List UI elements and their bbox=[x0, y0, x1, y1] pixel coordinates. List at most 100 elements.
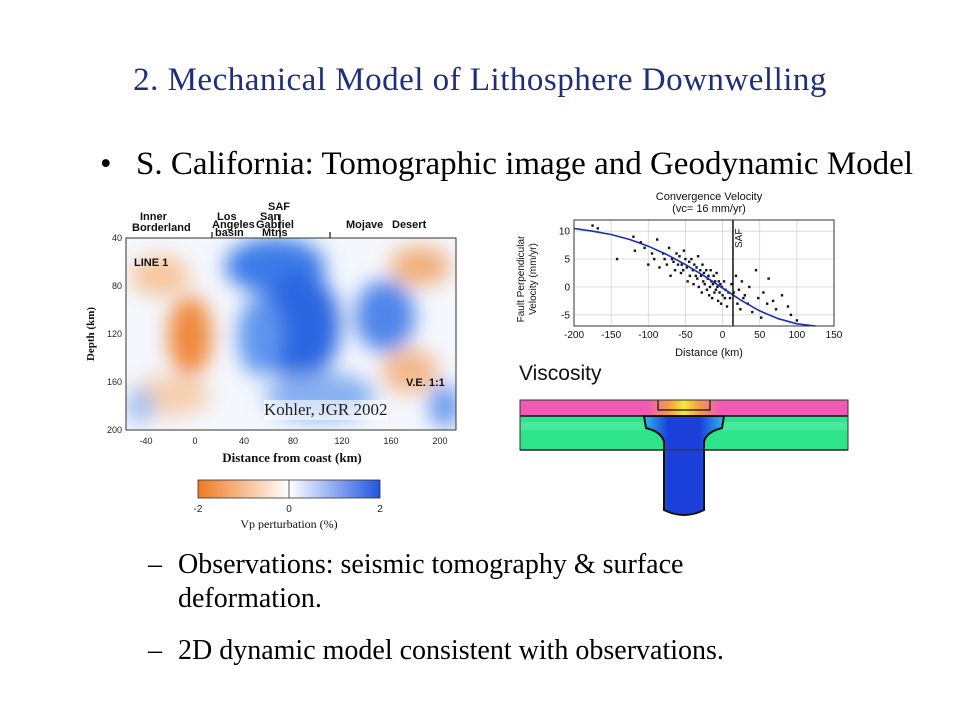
x-tick-label: 200 bbox=[432, 436, 447, 446]
data-point bbox=[716, 285, 719, 289]
data-point bbox=[675, 252, 678, 255]
data-point bbox=[719, 282, 722, 286]
x-tick-label: 50 bbox=[754, 330, 766, 341]
sub-bullet-text: 2D dynamic model consistent with observa… bbox=[178, 635, 724, 666]
ve-label: V.E. 1:1 bbox=[406, 377, 445, 389]
data-point bbox=[737, 288, 741, 291]
y-ticks: 40 80 120 160 200 bbox=[107, 233, 122, 435]
data-point bbox=[669, 274, 672, 277]
x-tick-label: 0 bbox=[192, 436, 197, 446]
chart-subtitle: (vc= 16 mm/yr) bbox=[672, 203, 746, 215]
tomography-frame bbox=[125, 237, 457, 431]
data-point bbox=[786, 305, 790, 308]
data-point bbox=[696, 277, 699, 280]
data-point bbox=[700, 291, 703, 294]
data-point bbox=[670, 257, 674, 261]
data-point bbox=[734, 274, 738, 277]
data-point bbox=[650, 252, 654, 255]
fault-label: SAF bbox=[734, 229, 745, 248]
data-point bbox=[711, 282, 715, 286]
x-tick-label: -200 bbox=[564, 330, 584, 341]
data-point bbox=[615, 257, 619, 261]
region-label: Desert bbox=[392, 219, 427, 231]
data-point bbox=[680, 263, 683, 266]
data-point bbox=[682, 269, 685, 272]
data-point bbox=[739, 308, 742, 311]
sub-bullet-dash: – bbox=[148, 635, 162, 666]
data-point bbox=[717, 280, 721, 283]
x-tick-label: -50 bbox=[678, 330, 693, 341]
data-point bbox=[716, 299, 720, 303]
data-point bbox=[708, 285, 712, 289]
chart-xlabel: Distance (km) bbox=[675, 347, 743, 359]
data-point bbox=[697, 285, 700, 289]
data-point bbox=[762, 291, 765, 294]
region-label: Angeles bbox=[212, 219, 255, 231]
data-point bbox=[699, 269, 702, 272]
sub-bullet-dash: – bbox=[148, 549, 162, 580]
slide-title: 2. Mechanical Model of Lithosphere Downw… bbox=[133, 62, 827, 98]
x-axis-label: Distance from coast (km) bbox=[222, 450, 361, 465]
chart-frame bbox=[573, 219, 835, 327]
data-point bbox=[721, 294, 724, 297]
data-point bbox=[774, 308, 778, 311]
data-point bbox=[691, 269, 695, 272]
y-tick-label: 200 bbox=[107, 425, 122, 435]
data-point bbox=[723, 296, 726, 300]
region-label: Inner bbox=[140, 211, 168, 223]
data-point bbox=[707, 274, 710, 277]
data-point bbox=[665, 263, 669, 266]
colorbar-tick: 2 bbox=[377, 504, 383, 515]
x-ticks: -40 0 40 80 120 160 200 bbox=[139, 436, 447, 446]
data-point bbox=[732, 291, 735, 294]
y-tick-label: -5 bbox=[561, 310, 570, 321]
data-point bbox=[743, 294, 747, 297]
data-point bbox=[751, 310, 754, 314]
data-point bbox=[767, 277, 770, 280]
data-point bbox=[673, 269, 677, 272]
data-point bbox=[713, 280, 717, 283]
data-point bbox=[686, 280, 689, 283]
y-tick-label: 120 bbox=[107, 329, 122, 339]
colorbar-tick: 0 bbox=[286, 504, 292, 515]
data-point bbox=[728, 296, 732, 300]
x-tick-label: 100 bbox=[789, 330, 806, 341]
chart-title: Convergence Velocity bbox=[656, 191, 763, 203]
data-point bbox=[748, 285, 751, 289]
viscosity-model bbox=[519, 399, 849, 516]
data-point bbox=[742, 296, 745, 300]
data-point bbox=[708, 294, 711, 297]
data-point bbox=[685, 266, 689, 269]
saf-label: SAF bbox=[268, 201, 290, 213]
data-point bbox=[705, 269, 708, 272]
data-point bbox=[719, 302, 723, 305]
data-point bbox=[679, 271, 683, 275]
x-tick-label: 0 bbox=[720, 330, 726, 341]
data-point bbox=[710, 296, 714, 300]
x-tick-label: -150 bbox=[601, 330, 621, 341]
data-point bbox=[771, 299, 775, 303]
data-point bbox=[656, 238, 659, 241]
data-point bbox=[736, 302, 739, 305]
data-point bbox=[714, 288, 718, 291]
data-point bbox=[694, 274, 698, 277]
data-point bbox=[632, 235, 635, 238]
y-tick-label: 0 bbox=[564, 282, 570, 293]
data-point bbox=[658, 266, 661, 269]
data-point bbox=[596, 227, 599, 230]
downwelling-drip bbox=[642, 415, 726, 516]
y-axis-label: Depth (km) bbox=[85, 307, 97, 361]
x-tick-label: -100 bbox=[638, 330, 658, 341]
data-point bbox=[678, 255, 681, 258]
data-point bbox=[795, 319, 799, 322]
credit-text: Kohler, JGR 2002 bbox=[264, 400, 388, 420]
data-point bbox=[687, 260, 691, 264]
data-point bbox=[684, 257, 687, 261]
model-curve bbox=[573, 227, 816, 327]
data-point bbox=[667, 246, 671, 250]
data-point bbox=[699, 274, 703, 277]
data-point bbox=[643, 246, 646, 250]
data-point bbox=[780, 294, 784, 297]
region-label: Mojave bbox=[346, 219, 383, 231]
